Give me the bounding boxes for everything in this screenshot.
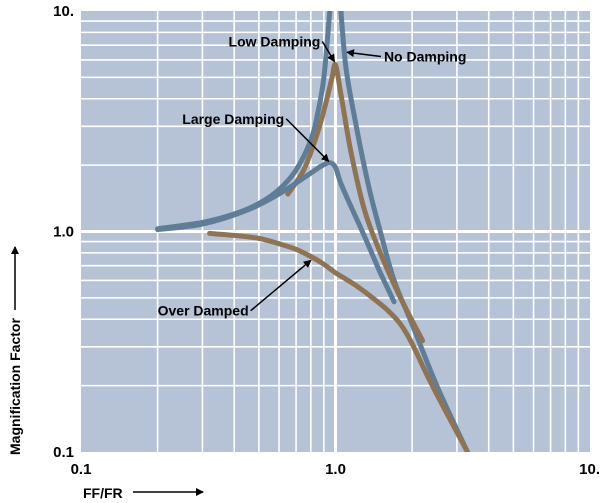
annotation-label: Large Damping [182, 111, 284, 127]
annotation-arrow [346, 49, 382, 58]
annotation-arrow [321, 41, 336, 63]
y-tick-label: 10. [53, 3, 74, 20]
annotation-label: No Damping [384, 49, 466, 65]
series-line-4 [155, 160, 397, 305]
y-tick-label: 1.0 [53, 224, 74, 241]
x-tick-label: 10. [579, 461, 600, 478]
y-axis-title: Magnification Factor [7, 318, 23, 455]
annotation-label: Over Damped [158, 303, 249, 319]
curves [155, 11, 470, 452]
series-line-5 [207, 230, 470, 452]
y-tick-label: 0.1 [53, 444, 74, 461]
annotation-arrow [285, 118, 330, 163]
grid [81, 11, 590, 452]
x-tick-label: 0.1 [71, 461, 92, 478]
annotation-arrow [250, 259, 312, 312]
series-line-3 [285, 61, 426, 344]
x-axis-title: FF/FR [83, 485, 123, 501]
x-tick-label: 1.0 [325, 461, 346, 478]
series-line-1 [338, 11, 470, 452]
annotation-label: Low Damping [229, 34, 321, 50]
